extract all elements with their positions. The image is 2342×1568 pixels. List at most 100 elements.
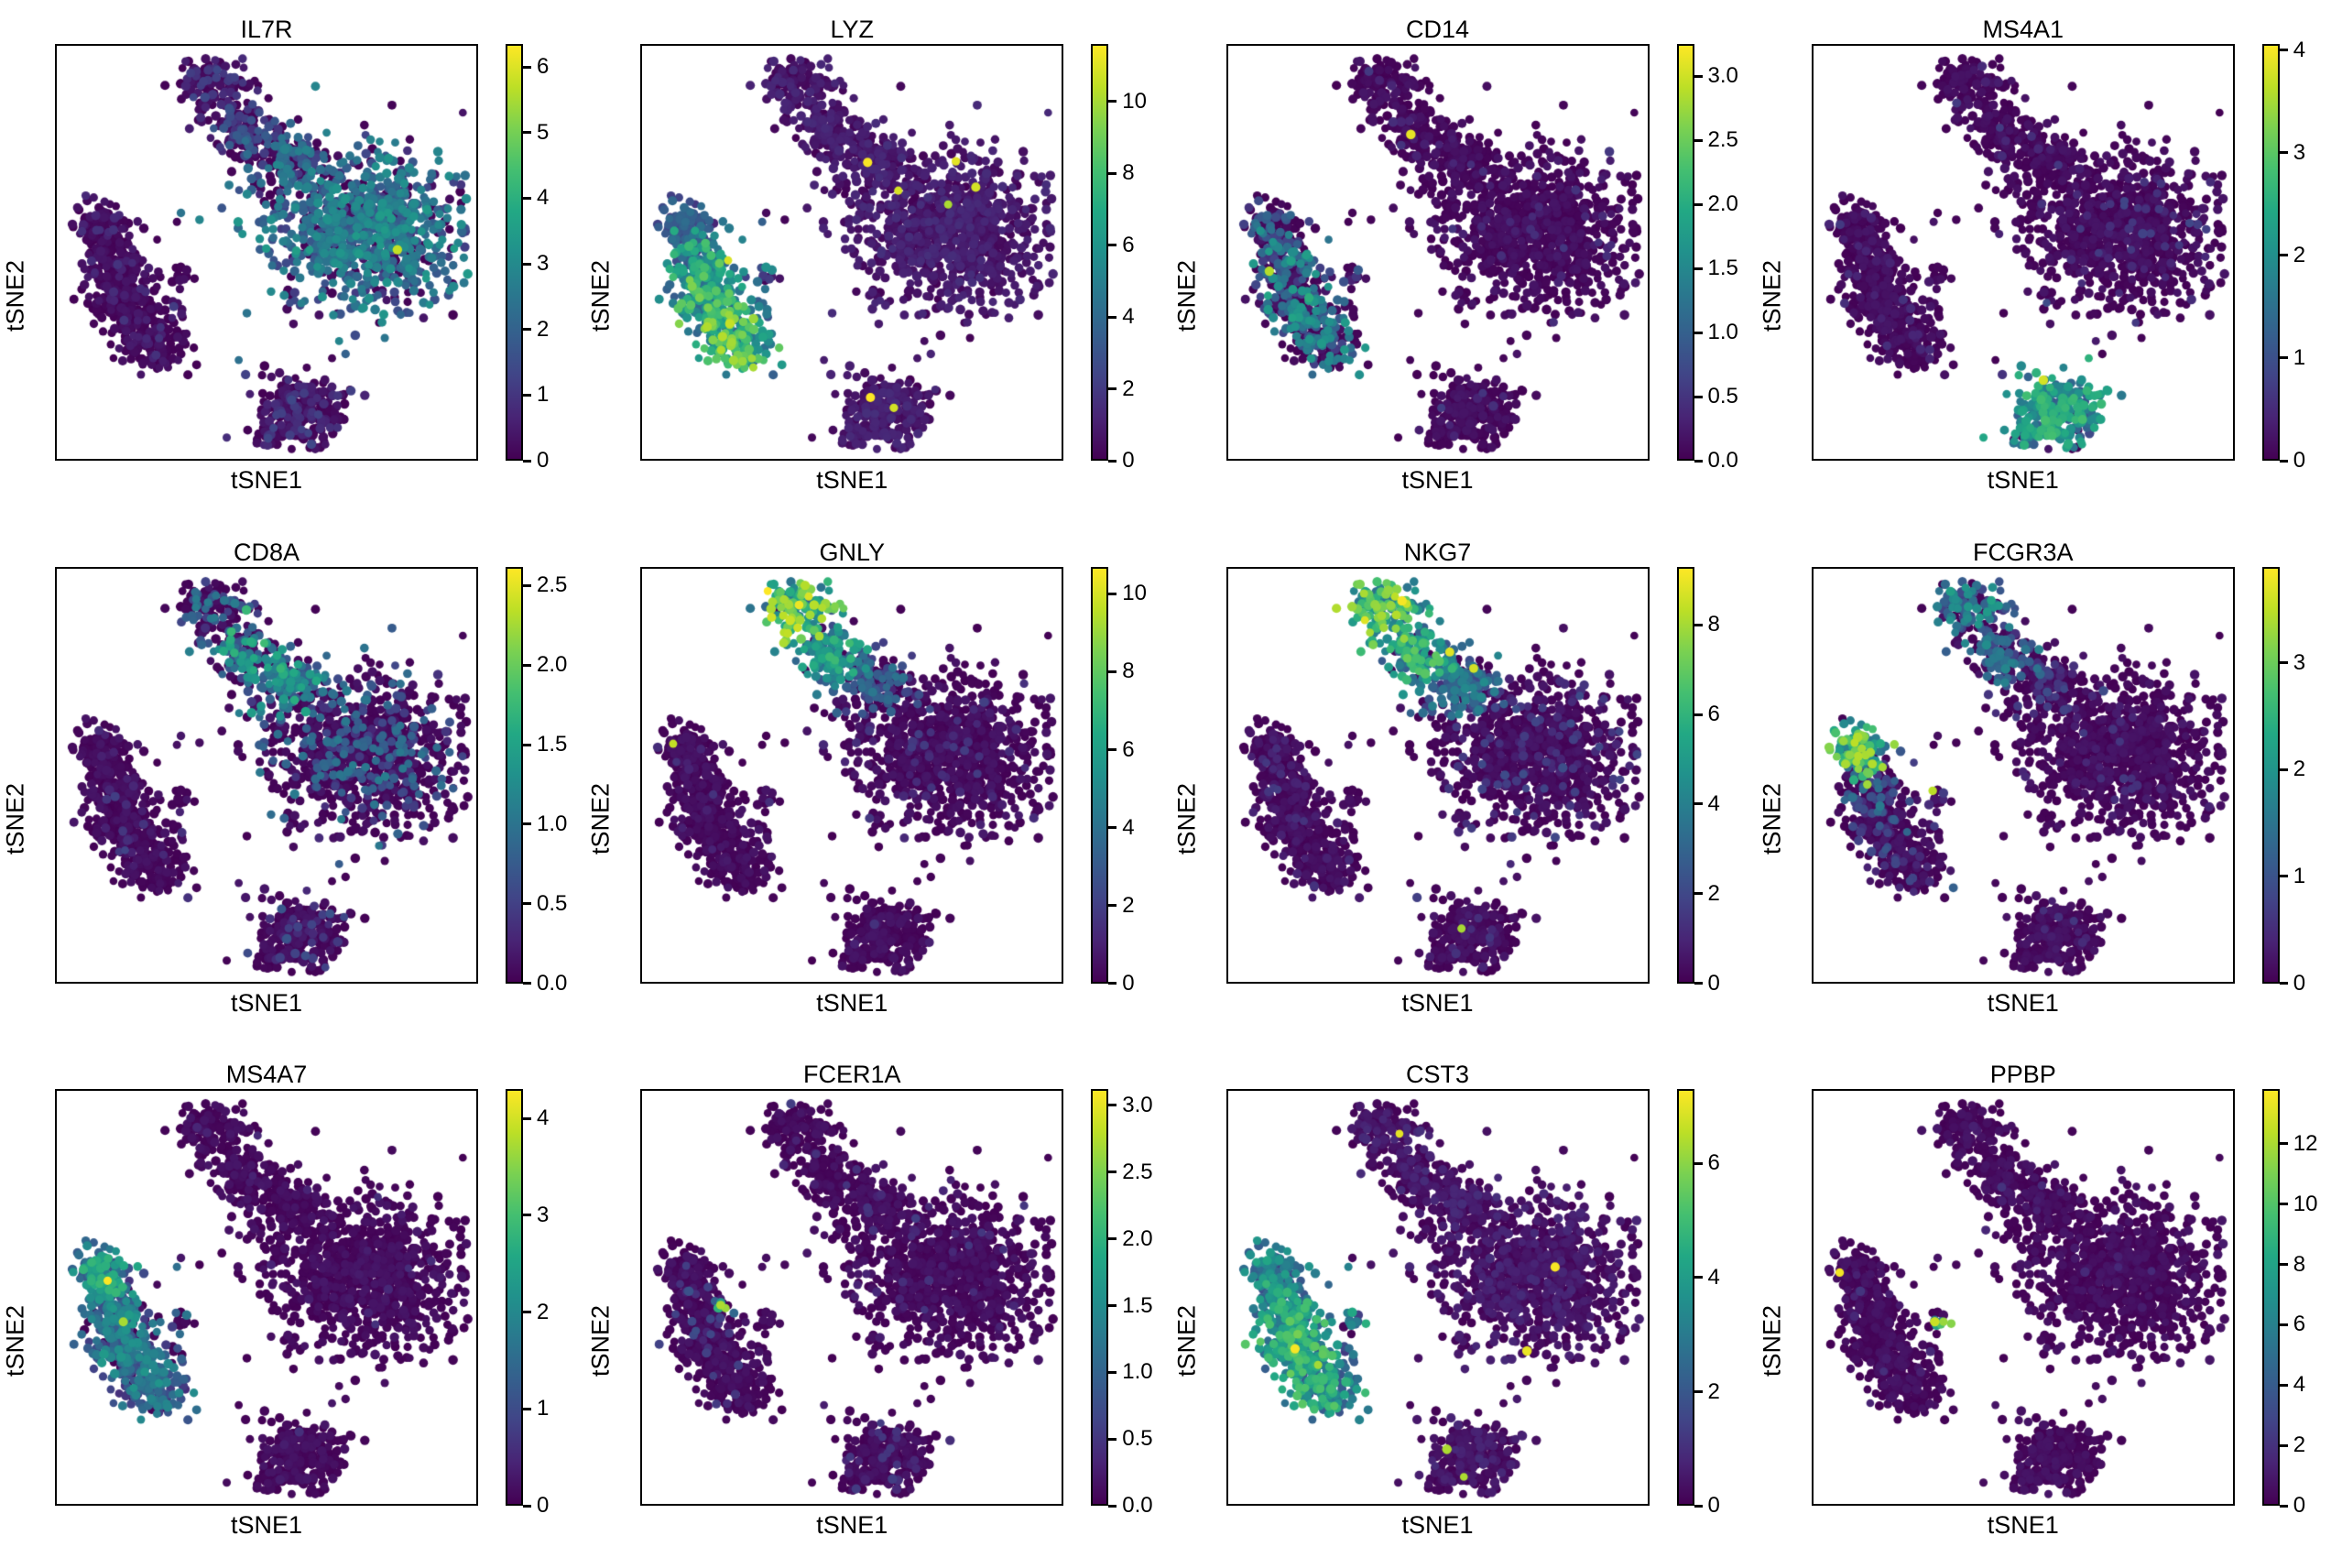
y-axis-label: tSNE2 [1, 1305, 29, 1377]
colorbar-tick-label: 2.0 [537, 652, 568, 678]
scatter-canvas [1227, 568, 1647, 981]
scatter-canvas [642, 1091, 1062, 1504]
colorbar-tick [523, 393, 531, 397]
y-axis-label: tSNE2 [1172, 782, 1200, 855]
colorbar-tick-label: 0.0 [537, 970, 568, 996]
colorbar-tick [2279, 356, 2288, 360]
colorbar-tick [523, 1311, 531, 1314]
colorbar-tick-label: 4 [1707, 790, 1720, 816]
colorbar-tick [1694, 1390, 1703, 1394]
colorbar-tick-label: 2.5 [537, 572, 568, 598]
colorbar-tick-label: 1 [2293, 863, 2306, 888]
scatter-canvas [1813, 568, 2232, 981]
colorbar-tick [523, 196, 531, 200]
colorbar-tick [2279, 1323, 2288, 1326]
feature-panel-ms4a1: MS4A1 tSNE2 tSNE1 0 1 2 3 4 [1757, 0, 2342, 523]
colorbar-tick [1108, 748, 1117, 752]
colorbar-tick [2279, 459, 2288, 463]
colorbar-tick-label: 4 [1122, 814, 1135, 840]
plot-area [640, 566, 1064, 984]
plot-area [1811, 44, 2235, 461]
colorbar-tick-label: 0.5 [537, 890, 568, 916]
colorbar-tick [1694, 623, 1703, 626]
scatter-canvas [1813, 1091, 2232, 1504]
colorbar-tick [1108, 244, 1117, 247]
feature-panel-ms4a7: MS4A7 tSNE2 tSNE1 0 1 2 3 4 [0, 1045, 585, 1568]
colorbar [2261, 566, 2280, 984]
y-axis-label: tSNE2 [1758, 259, 1786, 332]
plot-area [55, 566, 478, 984]
colorbar-tick [1694, 202, 1703, 206]
colorbar-tick [1108, 1304, 1117, 1308]
colorbar-tick [523, 65, 531, 69]
plot-area [55, 1089, 478, 1507]
y-axis-label: tSNE2 [1758, 782, 1786, 855]
colorbar-tick [523, 262, 531, 266]
colorbar-tick-label: 2 [1707, 1378, 1720, 1404]
colorbar-tick [1108, 1370, 1117, 1374]
panel-title: CD14 [1405, 16, 1470, 43]
colorbar-tick [1694, 713, 1703, 716]
colorbar [2261, 1089, 2280, 1507]
panel-title: LYZ [830, 16, 874, 43]
colorbar-tick-label: 2 [2293, 1432, 2306, 1458]
colorbar-tick [1108, 387, 1117, 391]
x-axis-label: tSNE1 [1987, 466, 2059, 494]
colorbar-tick [2279, 1142, 2288, 1146]
colorbar-tick [1694, 802, 1703, 806]
colorbar-tick [1694, 331, 1703, 334]
colorbar-tick [1108, 459, 1117, 463]
colorbar-tick [1108, 826, 1117, 830]
colorbar-tick [523, 459, 531, 463]
colorbar-tick-label: 2 [537, 1299, 550, 1324]
colorbar-tick-label: 6 [1707, 702, 1720, 727]
plot-area [1225, 1089, 1650, 1507]
scatter-canvas [57, 568, 475, 981]
colorbar-tick-label: 0 [2293, 448, 2306, 473]
panel-title: CD8A [233, 538, 300, 566]
colorbar-tick [2279, 1443, 2288, 1447]
colorbar-tick [1108, 592, 1117, 595]
x-axis-label: tSNE1 [816, 466, 888, 494]
x-axis-label: tSNE1 [1987, 1511, 2059, 1540]
colorbar-tick [2279, 768, 2288, 771]
colorbar-tick [1694, 1504, 1703, 1508]
y-axis-label: tSNE2 [586, 259, 615, 332]
plot-area [640, 1089, 1064, 1507]
y-axis-label: tSNE2 [586, 1305, 615, 1377]
colorbar-tick [523, 743, 531, 746]
colorbar-tick-label: 2 [1122, 892, 1135, 918]
colorbar-tick-label: 6 [1122, 232, 1135, 257]
colorbar-tick-label: 1 [537, 1396, 550, 1421]
colorbar-tick-label: 0 [2293, 1493, 2306, 1519]
panel-title: NKG7 [1403, 538, 1472, 566]
scatter-canvas [1227, 46, 1647, 458]
colorbar-tick [2279, 151, 2288, 155]
y-axis-label: tSNE2 [1758, 1305, 1786, 1377]
colorbar-tick [1108, 315, 1117, 319]
colorbar-tick-label: 1.0 [1707, 320, 1738, 344]
colorbar [1676, 44, 1694, 461]
colorbar-tick [2279, 982, 2288, 985]
colorbar-tick-label: 3.0 [1122, 1092, 1153, 1117]
colorbar-tick [1108, 171, 1117, 175]
colorbar-tick-label: 8 [1707, 612, 1720, 637]
panel-title: FCGR3A [1972, 538, 2074, 566]
panel-title: FCER1A [802, 1061, 901, 1089]
plot-area [55, 44, 478, 461]
colorbar-tick-label: 0.0 [1122, 1493, 1153, 1519]
colorbar-tick-label: 10 [1122, 88, 1147, 114]
colorbar-tick [1108, 1437, 1117, 1441]
colorbar-tick-label: 0 [537, 1493, 550, 1519]
feature-panel-nkg7: NKG7 tSNE2 tSNE1 0 2 4 6 8 [1171, 523, 1757, 1046]
colorbar-tick-label: 1 [537, 382, 550, 408]
x-axis-label: tSNE1 [816, 1511, 888, 1540]
colorbar-tick-label: 1.5 [537, 732, 568, 757]
feature-panel-il7r: IL7R tSNE2 tSNE1 0 1 2 3 4 5 6 [0, 0, 585, 523]
colorbar-tick [523, 1116, 531, 1120]
colorbar-tick-label: 4 [537, 1105, 550, 1131]
colorbar-tick [2279, 254, 2288, 257]
colorbar-tick [1108, 1104, 1117, 1107]
colorbar-tick-label: 1.0 [537, 811, 568, 836]
colorbar-tick-label: 0.5 [1122, 1426, 1153, 1452]
